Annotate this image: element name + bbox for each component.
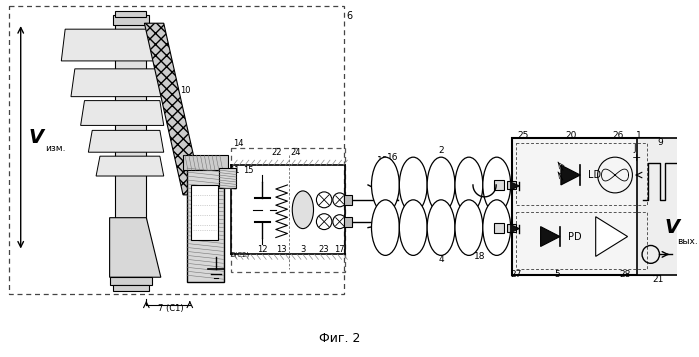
- Text: 7 (C1): 7 (C1): [158, 305, 183, 313]
- Text: 17: 17: [334, 245, 345, 254]
- Bar: [115, 19, 146, 279]
- Bar: [507, 181, 517, 189]
- Text: PD: PD: [568, 232, 582, 242]
- Polygon shape: [596, 217, 628, 256]
- Text: 23: 23: [319, 245, 329, 254]
- Text: +: +: [632, 153, 641, 163]
- Ellipse shape: [399, 157, 427, 213]
- Text: 18: 18: [474, 252, 486, 261]
- Polygon shape: [145, 23, 203, 195]
- Bar: [113, 285, 150, 291]
- Text: 4: 4: [438, 255, 444, 264]
- Bar: [517, 143, 647, 205]
- Ellipse shape: [483, 157, 511, 213]
- Text: 22: 22: [271, 148, 282, 157]
- Bar: [512, 138, 658, 275]
- Polygon shape: [88, 130, 164, 152]
- Polygon shape: [561, 165, 580, 185]
- Bar: [494, 180, 504, 190]
- Bar: [113, 15, 150, 25]
- Text: 14: 14: [233, 139, 244, 148]
- Text: 26: 26: [612, 131, 624, 140]
- Ellipse shape: [483, 200, 511, 255]
- Polygon shape: [110, 218, 161, 277]
- Bar: [231, 148, 345, 272]
- Polygon shape: [80, 101, 164, 125]
- Text: 13: 13: [276, 245, 287, 254]
- Ellipse shape: [427, 157, 455, 213]
- Text: 8(C2): 8(C2): [231, 251, 250, 258]
- Text: изм.: изм.: [45, 144, 66, 153]
- Bar: [345, 217, 352, 227]
- Text: 20: 20: [566, 131, 577, 140]
- Bar: [507, 223, 517, 232]
- Bar: [115, 11, 146, 17]
- Ellipse shape: [455, 157, 483, 213]
- Text: 24: 24: [291, 148, 301, 157]
- Text: V: V: [664, 218, 679, 237]
- Ellipse shape: [371, 157, 399, 213]
- Polygon shape: [71, 69, 164, 97]
- Text: 16: 16: [387, 153, 398, 162]
- Polygon shape: [96, 156, 164, 176]
- Text: J: J: [633, 144, 635, 153]
- Text: 2: 2: [438, 146, 444, 155]
- Text: 21: 21: [653, 275, 664, 284]
- Text: 10: 10: [180, 86, 191, 95]
- Ellipse shape: [371, 200, 399, 255]
- Polygon shape: [511, 182, 519, 190]
- Ellipse shape: [399, 200, 427, 255]
- Bar: [517, 212, 647, 269]
- Text: 15: 15: [243, 166, 254, 175]
- Text: 5: 5: [554, 270, 560, 279]
- Ellipse shape: [427, 200, 455, 255]
- Text: 27: 27: [511, 270, 522, 279]
- Text: LD: LD: [588, 170, 601, 180]
- Text: 1: 1: [636, 131, 642, 140]
- Text: 3: 3: [300, 245, 305, 254]
- Bar: [110, 277, 152, 285]
- Bar: [637, 138, 686, 275]
- Ellipse shape: [455, 200, 483, 255]
- Bar: [219, 168, 236, 188]
- Text: 9: 9: [658, 138, 663, 147]
- Polygon shape: [540, 227, 560, 246]
- Text: 28: 28: [619, 270, 630, 279]
- Polygon shape: [62, 29, 161, 61]
- Text: Фиг. 2: Фиг. 2: [319, 332, 360, 345]
- Bar: [494, 223, 504, 232]
- Text: вых.: вых.: [677, 237, 698, 246]
- Text: V: V: [29, 128, 43, 147]
- Text: 11: 11: [229, 166, 240, 175]
- Bar: [187, 165, 224, 282]
- Text: 19: 19: [377, 156, 389, 165]
- Polygon shape: [511, 225, 519, 232]
- Text: IC: IC: [605, 232, 612, 241]
- Text: 25: 25: [517, 131, 529, 140]
- Text: 12: 12: [257, 245, 268, 254]
- Bar: [9, 6, 345, 294]
- Ellipse shape: [292, 191, 314, 228]
- Text: 6: 6: [347, 11, 352, 21]
- Bar: [191, 185, 218, 240]
- Bar: [183, 155, 227, 170]
- Bar: [345, 195, 352, 205]
